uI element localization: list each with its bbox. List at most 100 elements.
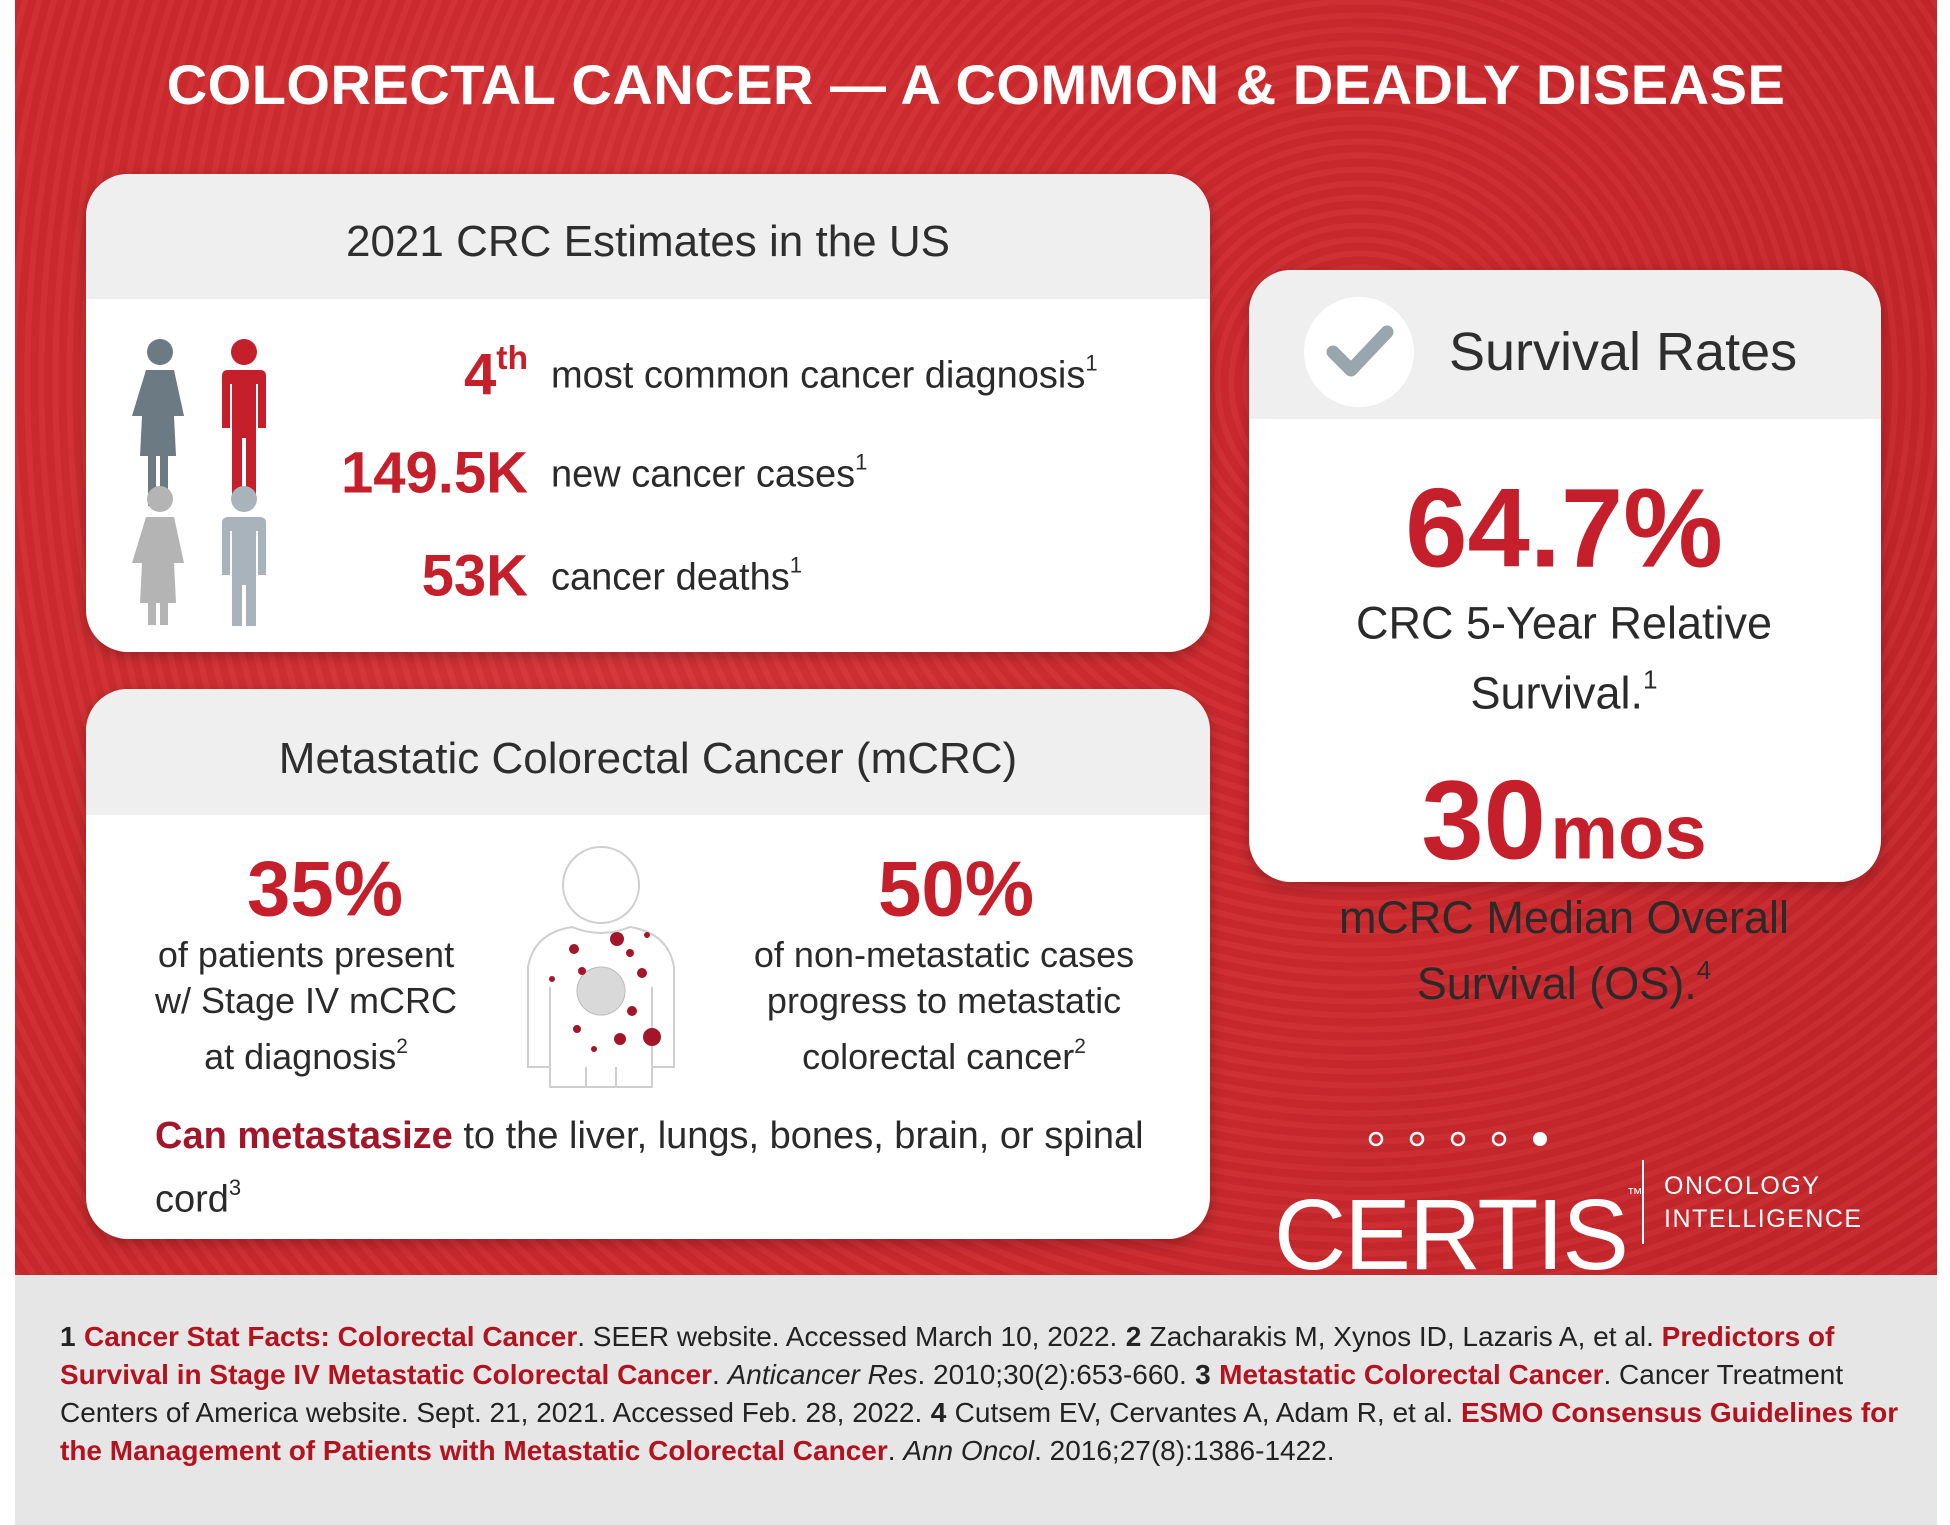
- stat-line: mCRC Median Overall: [1338, 892, 1790, 944]
- ref-marker: 1: [1085, 350, 1098, 376]
- stat-label: cancer deaths1: [551, 553, 802, 600]
- reference: 2 Zacharakis M, Xynos ID, Lazaris A, et a…: [60, 1321, 1842, 1390]
- card-heading: Survival Rates: [1449, 322, 1798, 382]
- logo-divider: [1642, 1160, 1644, 1244]
- tagline-line: ONCOLOGY: [1664, 1172, 1821, 1200]
- reference-plain: . 2016;27(8):1386-1422.: [1034, 1435, 1335, 1466]
- figure: 64.7%: [1405, 465, 1723, 591]
- line-text: colorectal cancer: [802, 1035, 1075, 1077]
- ref-marker: 2: [1074, 1035, 1086, 1059]
- estimates-card: 2021 CRC Estimates in the US 4th most co…: [86, 174, 1210, 652]
- ref-marker: 1: [855, 449, 868, 475]
- stat-text: CRC 5-Year Relative Survival.1: [1356, 595, 1772, 722]
- stat-figure: 149.5K: [340, 440, 528, 506]
- reference: 1 Cancer Stat Facts: Colorectal Cancer. S…: [60, 1321, 1117, 1352]
- reference-plain: . SEER website. Accessed March 10, 2022.: [577, 1321, 1118, 1352]
- stat-text: mCRC Median Overall Survival (OS).4: [1339, 892, 1789, 1010]
- logo-wordmark: CERTIS: [1274, 1179, 1629, 1291]
- label-text: cancer deaths: [551, 556, 790, 599]
- stat-label: most common cancer diagnosis1: [551, 351, 1098, 398]
- reference-plain: . 2010;30(2):653-660.: [917, 1359, 1187, 1390]
- stat-row: 4th most common cancer diagnosis1: [86, 339, 1210, 409]
- stat-line: at diagnosis2: [155, 1024, 457, 1080]
- ref-marker: 3: [228, 1175, 242, 1200]
- note-text: to the liver, lungs, bones, brain, or sp…: [155, 1115, 1144, 1221]
- colon-icon: [576, 966, 626, 1016]
- check-icon: [1304, 297, 1414, 407]
- ref-marker: 4: [1696, 955, 1712, 986]
- reference: 4 Cutsem EV, Cervantes A, Adam R, et al. …: [60, 1397, 1906, 1466]
- line-text: Survival (OS).: [1416, 957, 1697, 1009]
- person-icon: [132, 486, 184, 625]
- figure: 50%: [877, 844, 1035, 933]
- reference-link[interactable]: Predictors of Survival in Stage IV Metas…: [60, 1321, 1843, 1390]
- metastasis-note: Can metastasize to the liver, lungs, bon…: [155, 1111, 1155, 1226]
- person-icon: [222, 339, 266, 504]
- stat-figure: 64.7%: [1405, 464, 1723, 593]
- note-highlight: Can metastasize: [155, 1115, 453, 1157]
- reference-number: 2: [1125, 1321, 1142, 1352]
- line-text: at diagnosis: [204, 1035, 397, 1077]
- footer-background: [15, 1275, 1937, 1525]
- line-text: Survival.: [1470, 667, 1644, 719]
- stat-text: of non-metastatic cases progress to meta…: [754, 932, 1134, 1080]
- person-icon: [132, 339, 184, 506]
- stat-text: of patients present w/ Stage IV mCRC at …: [155, 932, 457, 1080]
- reference-plain: Zacharakis M, Xynos ID, Lazaris A, et al…: [1149, 1321, 1662, 1352]
- stat-figure: 50%: [878, 844, 1034, 935]
- reference-link[interactable]: Cancer Stat Facts: Colorectal Cancer: [83, 1321, 578, 1352]
- reference-plain: .: [887, 1435, 904, 1466]
- logo-name: CERTIS™: [1274, 1140, 1643, 1291]
- references: 1 Cancer Stat Facts: Colorectal Cancer. S…: [60, 1318, 1900, 1470]
- stat-line: Survival (OS).4: [1339, 944, 1789, 1010]
- body-illustration: [527, 846, 675, 1088]
- ref-marker: 1: [1643, 664, 1658, 695]
- card-heading: 2021 CRC Estimates in the US: [345, 217, 951, 266]
- stat-figure: 35%: [247, 844, 403, 935]
- people-icons: [132, 339, 266, 626]
- stat-figure: 53K: [421, 543, 528, 609]
- body-outline: [527, 846, 675, 1088]
- stat-figure: 4th: [86, 340, 528, 408]
- reference-number: 4: [930, 1397, 947, 1428]
- card-header-band: [86, 689, 1210, 815]
- figure-suffix: th: [496, 339, 528, 377]
- stat-line: w/ Stage IV mCRC: [154, 980, 458, 1022]
- logo-tagline: ONCOLOGY INTELLIGENCE: [1664, 1170, 1863, 1236]
- stat-line: Survival.1: [1356, 652, 1772, 722]
- reference-link[interactable]: Metastatic Colorectal Cancer: [1219, 1359, 1604, 1390]
- reference-italic: Ann Oncol: [903, 1435, 1035, 1466]
- logo-trademark: ™: [1626, 1186, 1643, 1203]
- metastatic-card: Metastatic Colorectal Cancer (mCRC) 35% …: [86, 689, 1210, 1239]
- stat-line: progress to metastatic: [766, 980, 1122, 1022]
- reference-plain: .: [712, 1359, 728, 1390]
- stat-row: 53K cancer deaths1: [86, 541, 1210, 611]
- stat-line: of patients present: [157, 934, 455, 976]
- stat-row: 149.5K new cancer cases1: [86, 438, 1210, 508]
- ref-marker: 2: [396, 1035, 408, 1059]
- figure: 30: [1421, 757, 1546, 883]
- reference-number: 1: [60, 1321, 76, 1352]
- stat-line: colorectal cancer2: [754, 1024, 1134, 1080]
- metastasis-dots: [549, 932, 661, 1052]
- reference-link[interactable]: ESMO Consensus Guidelines for the Manage…: [60, 1397, 1906, 1466]
- reference-italic: Anticancer Res: [727, 1359, 918, 1390]
- figure: 4: [463, 342, 497, 408]
- reference-plain: Cutsem EV, Cervantes A, Adam R, et al.: [954, 1397, 1461, 1428]
- figure-unit: mos: [1550, 790, 1707, 876]
- page-title: COLORECTAL CANCER — A COMMON & DEADLY DI…: [166, 53, 1786, 116]
- stat-figure: 30 mos: [1421, 756, 1706, 883]
- stat-line: of non-metastatic cases: [753, 934, 1135, 976]
- reference-plain: . Cancer Treatment Centers of America we…: [60, 1359, 1851, 1428]
- card-heading: Metastatic Colorectal Cancer (mCRC): [278, 734, 1018, 783]
- person-icon: [222, 486, 266, 626]
- tagline-line: INTELLIGENCE: [1664, 1205, 1863, 1233]
- figure: 35%: [246, 844, 404, 933]
- ref-marker: 1: [789, 552, 802, 578]
- reference-number: 3: [1195, 1359, 1211, 1390]
- reference: 3 Metastatic Colorectal Cancer. Cancer Tr…: [60, 1359, 1851, 1428]
- label-text: most common cancer diagnosis: [551, 354, 1086, 397]
- stat-label: new cancer cases1: [551, 450, 867, 497]
